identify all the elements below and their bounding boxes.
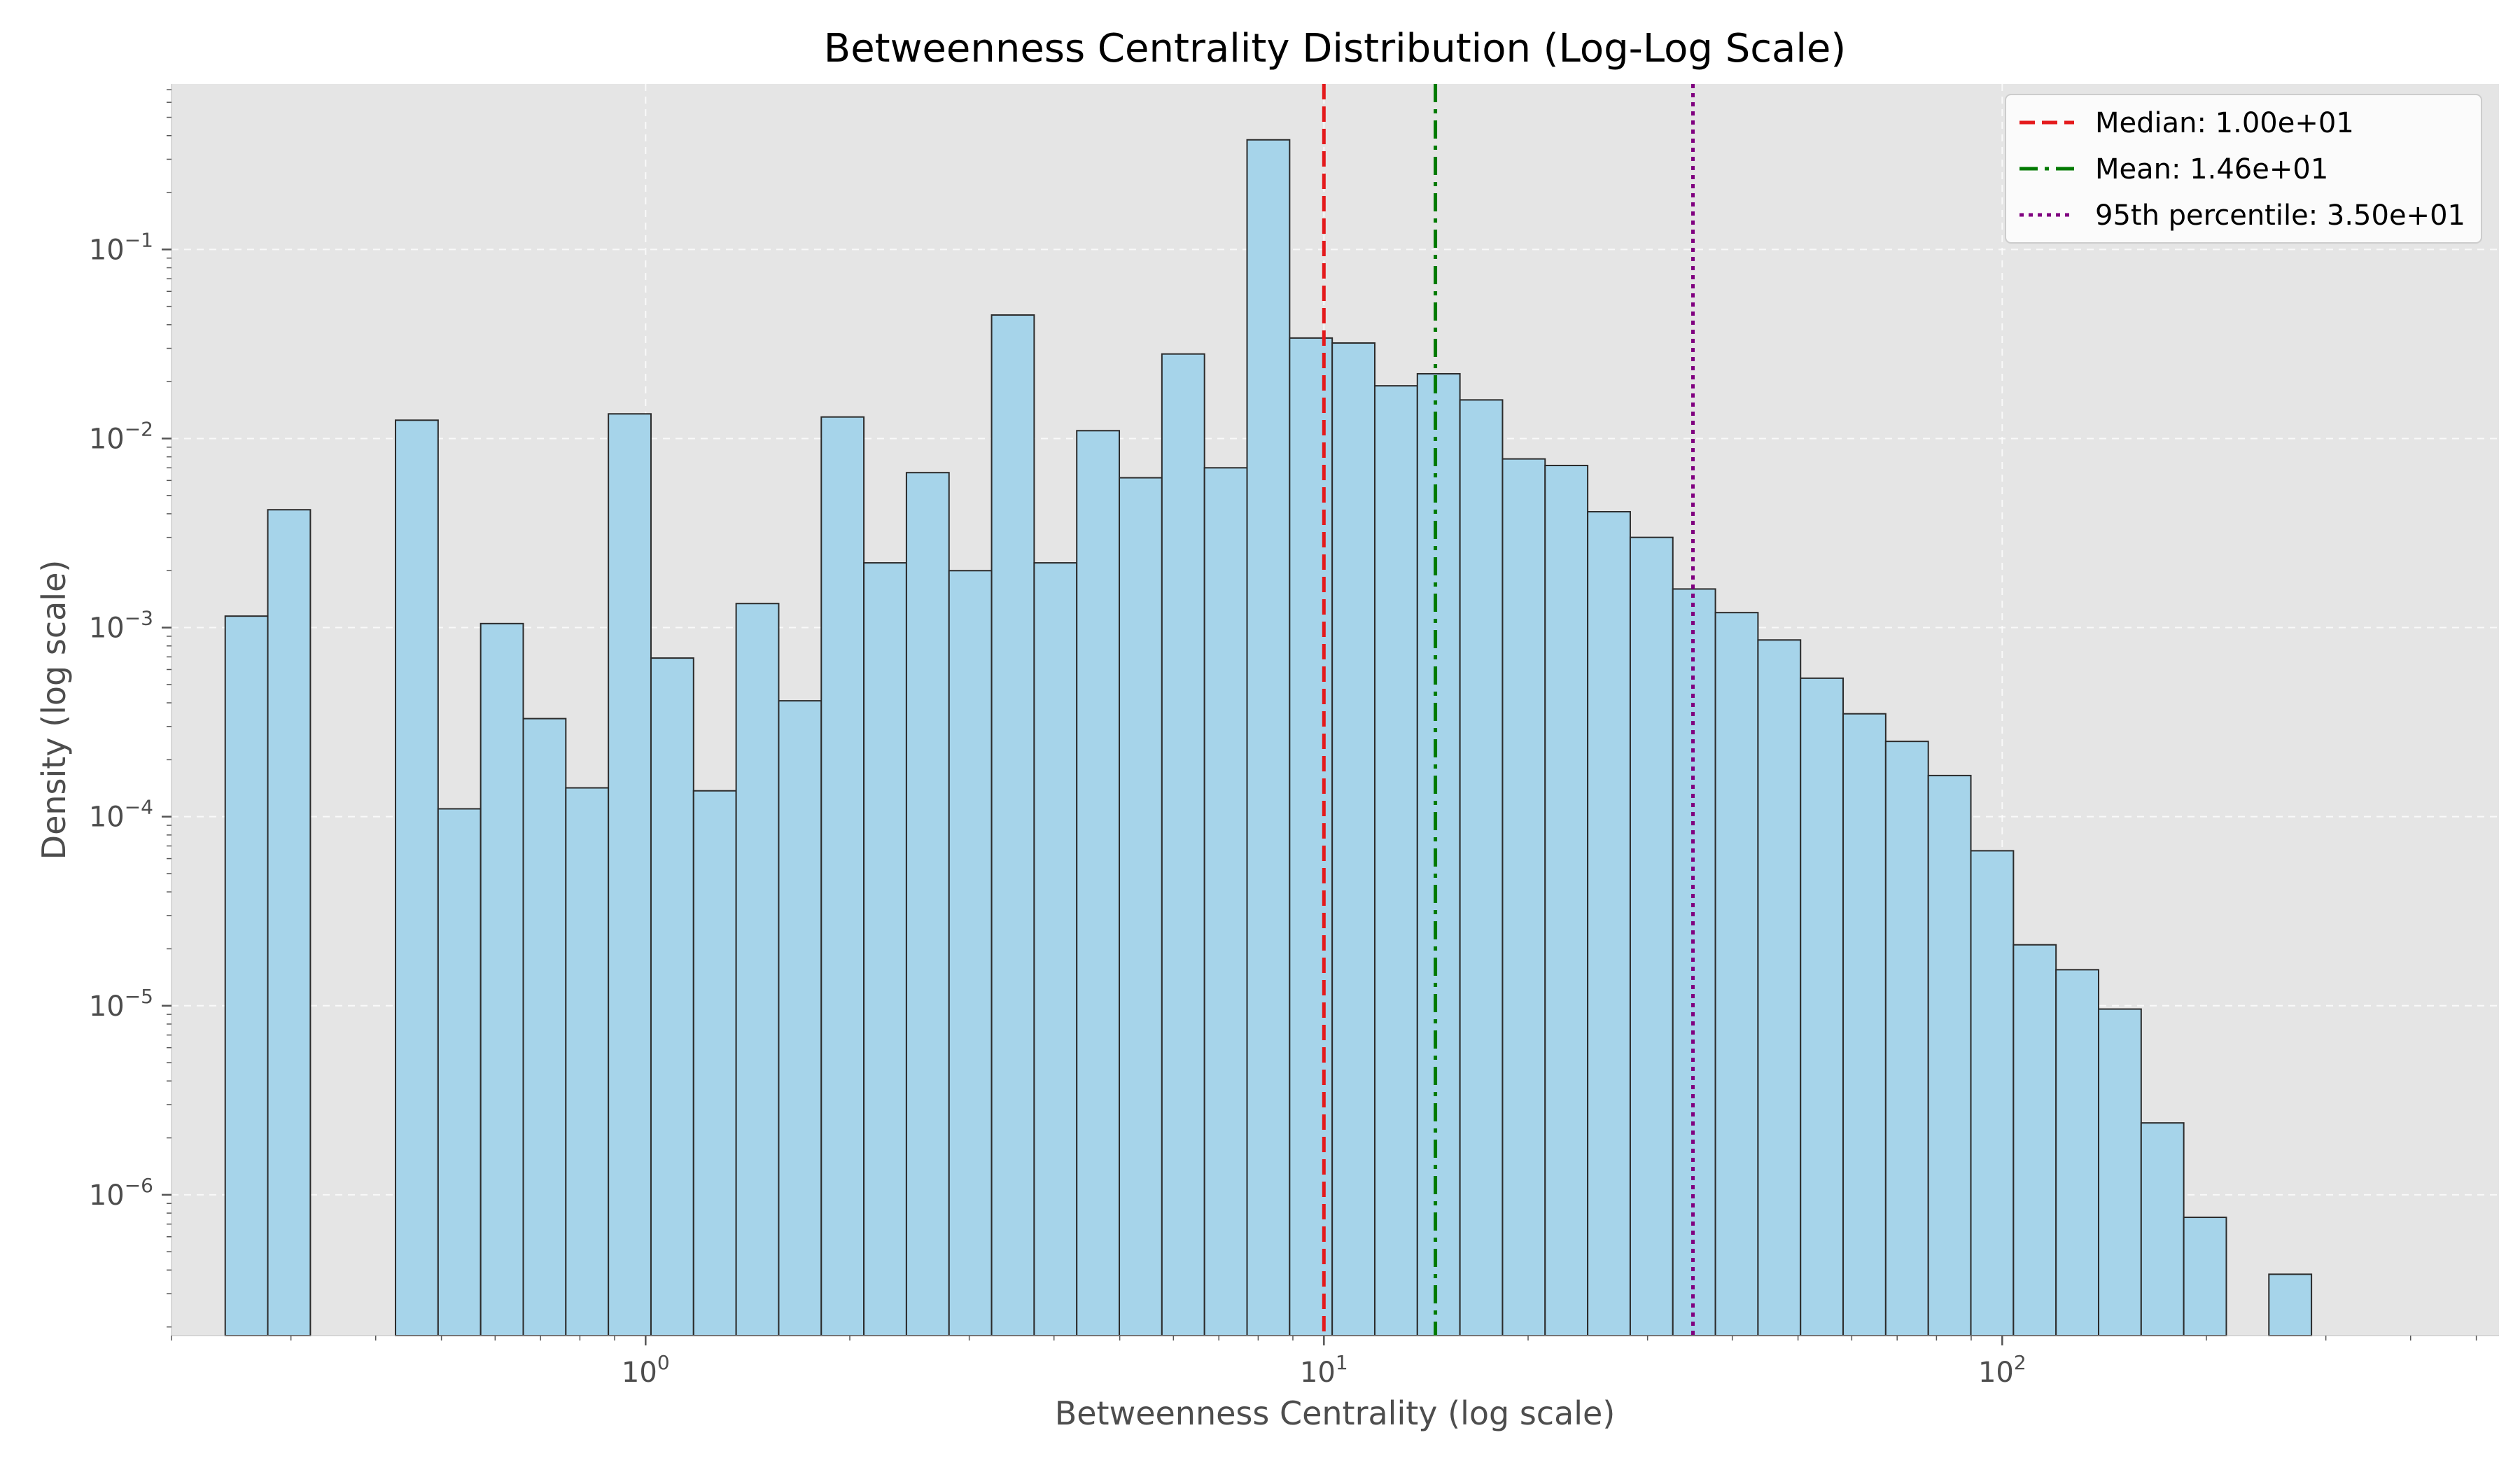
histogram-bar	[2140, 1122, 2185, 1337]
x-tick-label: 100	[622, 1351, 670, 1389]
legend-label: Median: 1.00e+01	[2095, 107, 2354, 139]
y-axis-ticks: 10−6 10−5 10−4 10−3 10−2 10−1	[89, 84, 172, 1336]
histogram-bar	[267, 509, 312, 1336]
histogram-bar	[2012, 944, 2057, 1336]
x-tick-label: 102	[1978, 1351, 2026, 1389]
histogram-bar	[820, 416, 865, 1336]
histogram-bar	[1033, 562, 1078, 1336]
histogram-bar	[2183, 1217, 2227, 1337]
x-tick-label: 101	[1300, 1351, 1348, 1389]
histogram-bar	[1373, 385, 1418, 1336]
y-tick-label: 10−5	[89, 985, 153, 1023]
histogram-bar	[1800, 677, 1844, 1336]
histogram-bar	[1076, 430, 1121, 1337]
histogram-bar	[1246, 139, 1291, 1336]
histogram-bar	[1927, 774, 1972, 1337]
histogram-bar	[1544, 464, 1589, 1336]
histogram-bar	[2097, 1008, 2142, 1336]
histogram-bar	[2268, 1273, 2313, 1337]
histogram-bar	[863, 562, 907, 1336]
histogram-bar	[479, 622, 524, 1336]
histogram-bar	[692, 790, 737, 1336]
chart-title: Betweenness Centrality Distribution (Log…	[824, 26, 1846, 71]
x-axis-label: Betweenness Centrality (log scale)	[1055, 1394, 1616, 1432]
histogram-bar	[565, 787, 610, 1336]
histogram-bar	[948, 570, 993, 1336]
y-tick-label: 10−2	[89, 417, 153, 455]
histogram-bar	[608, 413, 652, 1336]
histogram-bar	[224, 615, 269, 1336]
histogram-bar	[990, 314, 1035, 1337]
histogram-bar	[1757, 639, 1802, 1336]
histogram-bar	[1331, 342, 1376, 1337]
y-tick-label: 10−4	[89, 796, 153, 834]
histogram-bar	[1714, 612, 1759, 1336]
x-axis-ticks: 100 101 102	[171, 1335, 2499, 1389]
histogram-bar	[2055, 969, 2099, 1336]
histogram-bar	[650, 657, 694, 1336]
legend-label: 95th percentile: 3.50e+01	[2095, 200, 2465, 232]
histogram-bar	[1289, 337, 1334, 1336]
legend-box	[2005, 94, 2482, 244]
histogram-bar	[395, 419, 439, 1336]
histogram-bar	[437, 808, 482, 1337]
histogram-bar	[1629, 536, 1674, 1337]
histogram-bar	[735, 603, 780, 1337]
histogram-bar	[1416, 372, 1461, 1337]
y-tick-label: 10−1	[89, 228, 153, 266]
histogram-bar	[1970, 850, 2015, 1336]
y-tick-label: 10−3	[89, 607, 153, 645]
legend: Median: 1.00e+01 Mean: 1.46e+01 95th perce…	[2005, 94, 2482, 244]
histogram-bar	[522, 718, 567, 1336]
histogram-bar	[1502, 458, 1546, 1337]
y-tick-label: 10−6	[89, 1174, 153, 1212]
histogram-bar	[1459, 399, 1504, 1337]
histogram-bar	[1884, 741, 1929, 1336]
histogram-bar	[1842, 713, 1886, 1336]
histogram-bar	[905, 472, 950, 1336]
histogram-bar	[1119, 477, 1163, 1337]
histogram-bar	[1161, 353, 1205, 1337]
histogram-bar	[778, 700, 822, 1336]
histogram-bar	[1203, 467, 1248, 1337]
histogram-bar	[1587, 511, 1631, 1336]
y-axis-label: Density (log scale)	[35, 560, 73, 860]
legend-label: Mean: 1.46e+01	[2095, 153, 2328, 186]
reference-lines	[1322, 84, 1695, 1336]
